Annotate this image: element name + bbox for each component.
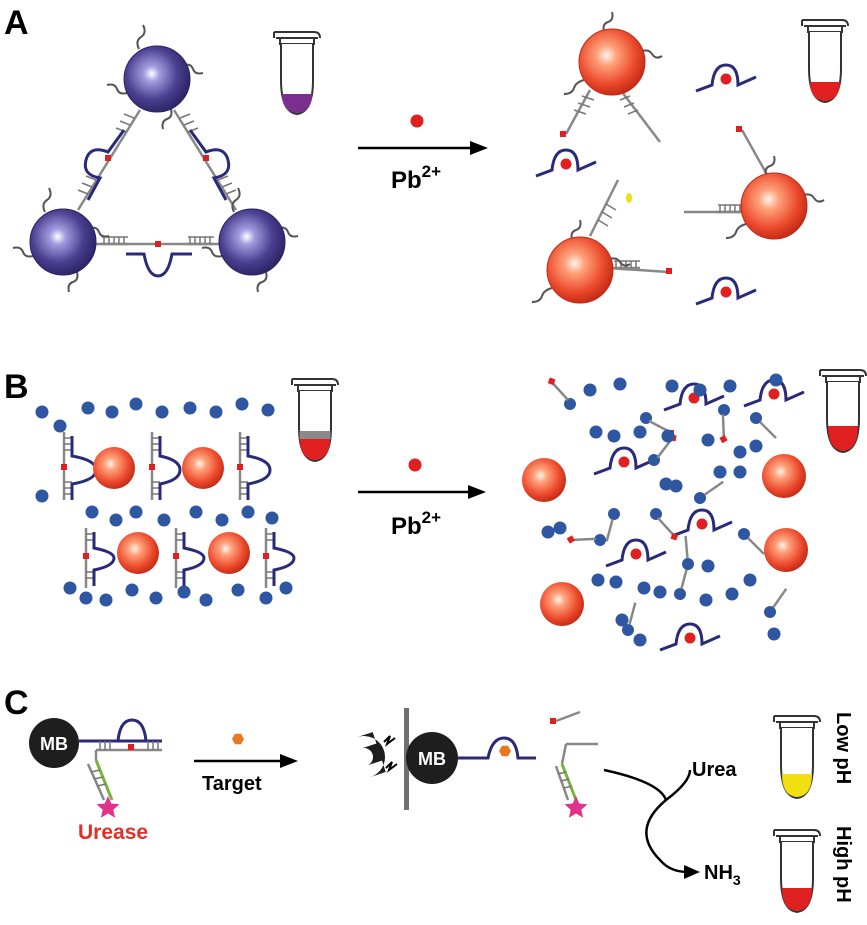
tube-yellow (774, 716, 820, 798)
reaction-arrow-c: Target (194, 733, 298, 795)
yellow-fragment (626, 193, 632, 203)
low-ph-label: Low pH (832, 712, 854, 784)
magnetic-bead (406, 732, 458, 784)
red-nanoparticle (764, 528, 808, 572)
reaction-arrow-b: Pb2+ (358, 458, 486, 540)
red-nanoparticle (522, 458, 566, 502)
panel-c: C MB Urease Target (4, 684, 854, 912)
star-icon (96, 796, 120, 818)
urea-reaction: Urea NH3 (603, 759, 741, 888)
tube-red (802, 20, 848, 102)
purple-nanoparticle (106, 24, 204, 130)
mb-label-2: MB (418, 749, 446, 769)
target-label: Target (202, 773, 262, 795)
microcentrifuge-tube-icon (274, 32, 320, 114)
magnetic-bead (29, 718, 79, 768)
tube-red-c (774, 830, 820, 912)
mb-label: MB (40, 734, 68, 754)
arrow-head-icon (684, 865, 700, 879)
edge-bottom (96, 235, 220, 278)
cleaved-enzyme-strand (592, 446, 656, 476)
tube-gray-red (292, 379, 338, 461)
high-ph-label: High pH (832, 826, 854, 903)
red-nanoparticle (725, 155, 825, 240)
red-nanoparticle (182, 447, 224, 489)
panel-a-label: A (4, 4, 29, 42)
tube-purple (274, 32, 320, 114)
free-blue-dots (541, 373, 783, 647)
lead-ion (408, 458, 422, 472)
lattice-strands-lower (83, 528, 296, 588)
tube-red-b (820, 370, 866, 452)
red-nanoparticle (563, 11, 663, 96)
panel-b: B (4, 368, 866, 652)
reaction-arrow-a: Pb2+ (358, 114, 488, 194)
purple-nanoparticle (201, 187, 299, 293)
edge-left (76, 109, 142, 211)
magnetic-separation: MB (357, 708, 598, 818)
urea-label: Urea (692, 759, 737, 781)
cleaved-enzyme-strand (694, 276, 758, 306)
panel-b-label: B (4, 368, 29, 406)
assembled-lattice (35, 397, 296, 607)
urease-label: Urease (78, 821, 148, 844)
lattice-strands-upper (53, 419, 272, 500)
cleaved-enzyme-strand (534, 148, 598, 178)
edge-right (172, 109, 238, 211)
purple-aggregate (12, 24, 299, 293)
cleaved-enzyme-strand (658, 622, 722, 652)
arrow-head-icon (468, 485, 486, 499)
red-nanoparticle (93, 447, 135, 489)
arrow-label-b: Pb2+ (391, 508, 441, 540)
star-icon (564, 796, 588, 818)
microcentrifuge-tube-icon (802, 20, 848, 102)
cleaved-enzyme-strand (694, 63, 758, 93)
mb-complex: MB Urease (29, 718, 162, 844)
red-nanoparticle (762, 454, 806, 498)
cleaved-enzyme-strand (604, 538, 668, 568)
hexagon-icon (232, 733, 244, 745)
hexagon-icon (499, 745, 511, 757)
cleaved-enzyme-strand (670, 508, 734, 538)
microcentrifuge-tube-icon (292, 379, 338, 461)
arrow-head-icon (470, 141, 488, 155)
blue-dots (35, 397, 293, 607)
red-nanoparticle (208, 532, 250, 574)
arrow-label-a: Pb2+ (391, 162, 441, 194)
dispersed-mixture (522, 373, 808, 652)
purple-nanoparticle (12, 187, 110, 293)
panel-a: A (4, 4, 848, 306)
red-nanoparticle (117, 532, 159, 574)
panel-c-label: C (4, 684, 29, 722)
magnet-icon (357, 732, 386, 777)
arrow-head-icon (280, 754, 298, 768)
microcentrifuge-tube-icon (774, 830, 820, 912)
red-nanoparticle (540, 582, 584, 626)
dispersed-red-particles (531, 11, 825, 306)
nh3-label: NH3 (704, 862, 741, 888)
microcentrifuge-tube-icon (820, 370, 866, 452)
lead-ion (410, 114, 424, 128)
microcentrifuge-tube-icon (774, 716, 820, 798)
